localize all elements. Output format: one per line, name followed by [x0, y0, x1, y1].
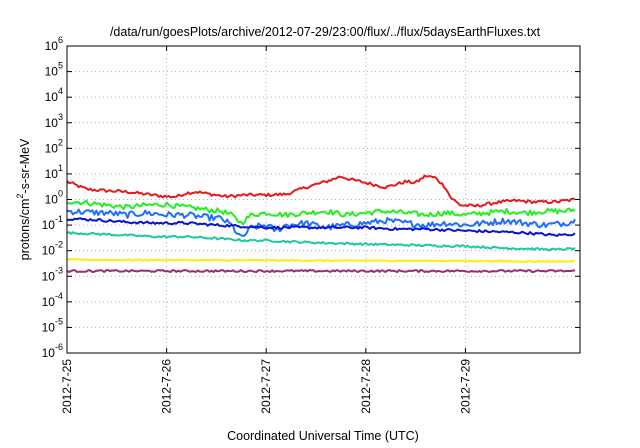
x-tick-label: 2012-7-28 — [359, 359, 373, 414]
x-tick-label: 2012-7-27 — [259, 359, 273, 414]
series-line-4 — [66, 231, 576, 252]
x-tick-label: 2012-7-25 — [60, 359, 74, 414]
y-tick-label: 10-5 — [42, 316, 63, 334]
series-line-5 — [66, 258, 576, 263]
y-tick-label: 105 — [45, 61, 63, 79]
x-tick-label: 2012-7-26 — [160, 359, 174, 414]
series-line-6 — [66, 269, 576, 273]
x-tick-label: 2012-7-29 — [458, 359, 472, 414]
y-tick-label: 10-1 — [42, 214, 63, 232]
y-tick-label: 101 — [45, 163, 63, 181]
y-axis-label: protons/cm2-s-sr-MeV — [15, 138, 32, 260]
y-tick-label: 10-3 — [42, 265, 63, 283]
series-line-0 — [66, 174, 576, 208]
y-tick-label: 102 — [45, 137, 63, 155]
y-axis-ticks: 10-6 10-5 10-4 10-3 10-2 10-1 100 101 102 103 104 1… — [42, 35, 580, 360]
chart-title: /data/run/goesPlots/archive/2012-07-29/2… — [110, 25, 541, 39]
y-tick-label: 10-2 — [42, 240, 63, 258]
series-line-1 — [66, 199, 576, 226]
y-tick-label: 104 — [45, 86, 63, 104]
y-tick-label: 100 — [45, 189, 63, 207]
x-axis-ticks: 2012-7-25 2012-7-26 2012-7-27 2012-7-28 2012… — [60, 46, 472, 414]
y-tick-label: 10-6 — [42, 342, 63, 360]
grid-lines — [67, 46, 580, 353]
series-layer — [66, 174, 576, 273]
y-tick-label: 106 — [45, 35, 63, 53]
y-tick-label: 103 — [45, 112, 63, 130]
y-tick-label: 10-4 — [42, 291, 63, 309]
series-line-3 — [66, 217, 576, 237]
x-axis-label: Coordinated Universal Time (UTC) — [227, 429, 419, 443]
